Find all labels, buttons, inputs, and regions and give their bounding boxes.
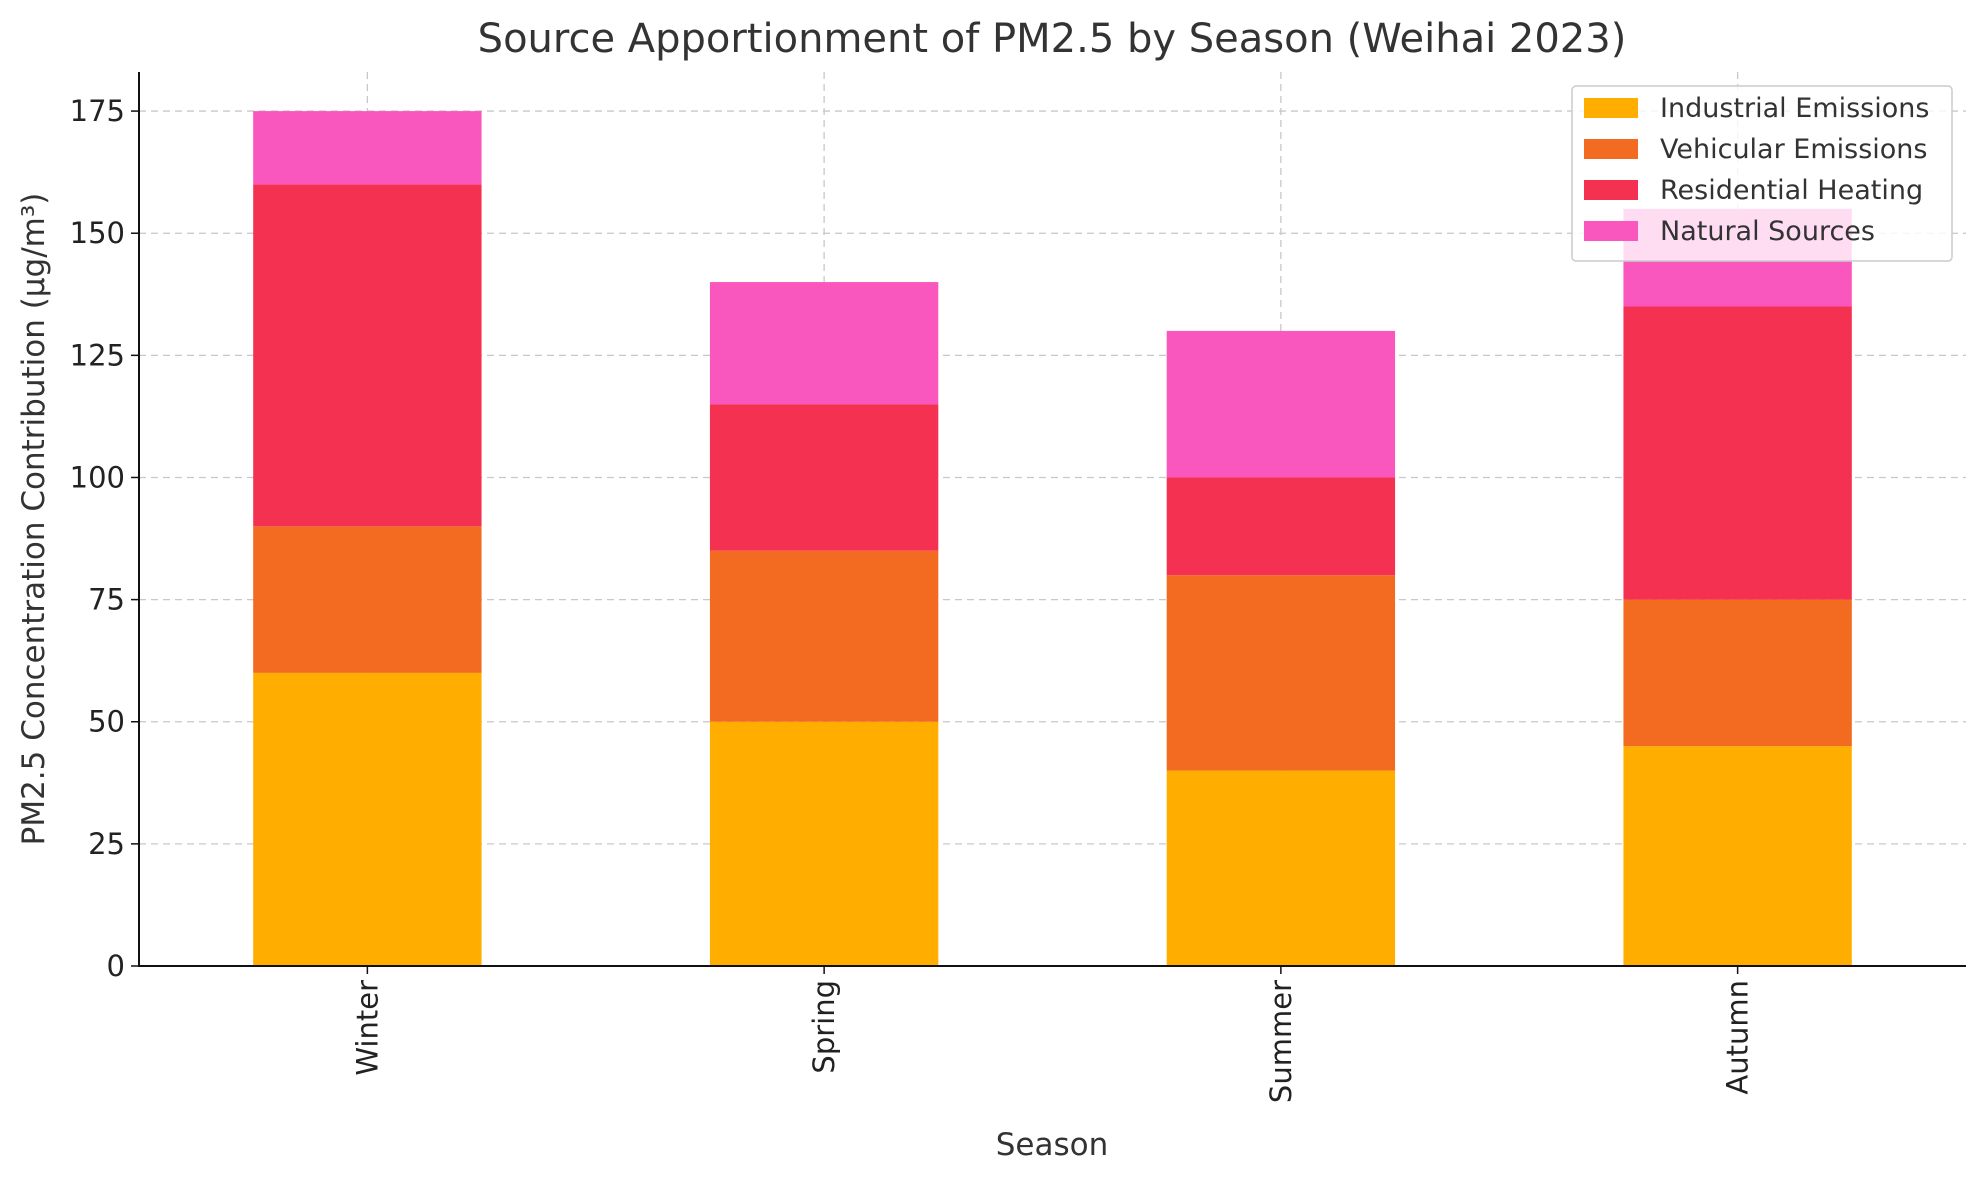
- axes: [138, 72, 1966, 967]
- x-tick-label: Winter: [350, 980, 384, 1076]
- legend-swatch: [1584, 139, 1638, 159]
- bar-segment: [253, 184, 482, 527]
- y-tick-label: 50: [88, 705, 125, 739]
- bar-segment: [253, 111, 482, 185]
- bar-segment: [709, 282, 939, 405]
- legend-swatch: [1584, 221, 1638, 241]
- bar-segment: [1166, 330, 1396, 478]
- x-tick-label: Autumn: [1721, 980, 1755, 1095]
- bar-segment: [253, 526, 482, 673]
- y-tick-label: 25: [88, 827, 125, 861]
- bar-segment: [253, 672, 482, 966]
- bar-segment: [709, 404, 939, 551]
- y-tick-label: 150: [70, 216, 125, 250]
- legend-label: Residential Heating: [1660, 175, 1923, 206]
- y-tick-label: 175: [70, 94, 125, 128]
- legend-label: Natural Sources: [1660, 216, 1875, 247]
- legend-swatch: [1584, 98, 1638, 118]
- bars: [253, 111, 1852, 966]
- y-tick-label: 100: [70, 460, 125, 494]
- bar-segment: [1166, 477, 1396, 576]
- y-axis-label: PM2.5 Concentration Contribution (µg/m³): [16, 193, 52, 846]
- bar-segment: [1166, 770, 1396, 966]
- bar-segment: [1623, 599, 1852, 747]
- chart-title: Source Apportionment of PM2.5 by Season …: [478, 16, 1627, 62]
- legend-label: Industrial Emissions: [1660, 93, 1929, 124]
- bar-segment: [709, 721, 939, 966]
- legend-swatch: [1584, 180, 1638, 200]
- legend: Industrial Emissions Vehicular Emissions R…: [1571, 85, 1953, 262]
- x-axis-label: Season: [996, 1127, 1109, 1163]
- y-tick-label: 75: [88, 583, 125, 617]
- ticks: 0 25 50 75 100 125 150 175 Winter Spring Summer Aut…: [70, 94, 1755, 1103]
- bar-segment: [1623, 306, 1852, 600]
- y-tick-label: 0: [107, 949, 125, 983]
- bar-segment: [709, 550, 939, 722]
- y-tick-label: 125: [70, 338, 125, 372]
- bar-segment: [1166, 575, 1396, 771]
- bar-segment: [1623, 746, 1852, 966]
- legend-frame: [1571, 85, 1953, 262]
- legend-label: Vehicular Emissions: [1660, 134, 1927, 165]
- x-tick-label: Spring: [807, 980, 841, 1074]
- x-tick-label: Summer: [1264, 980, 1298, 1103]
